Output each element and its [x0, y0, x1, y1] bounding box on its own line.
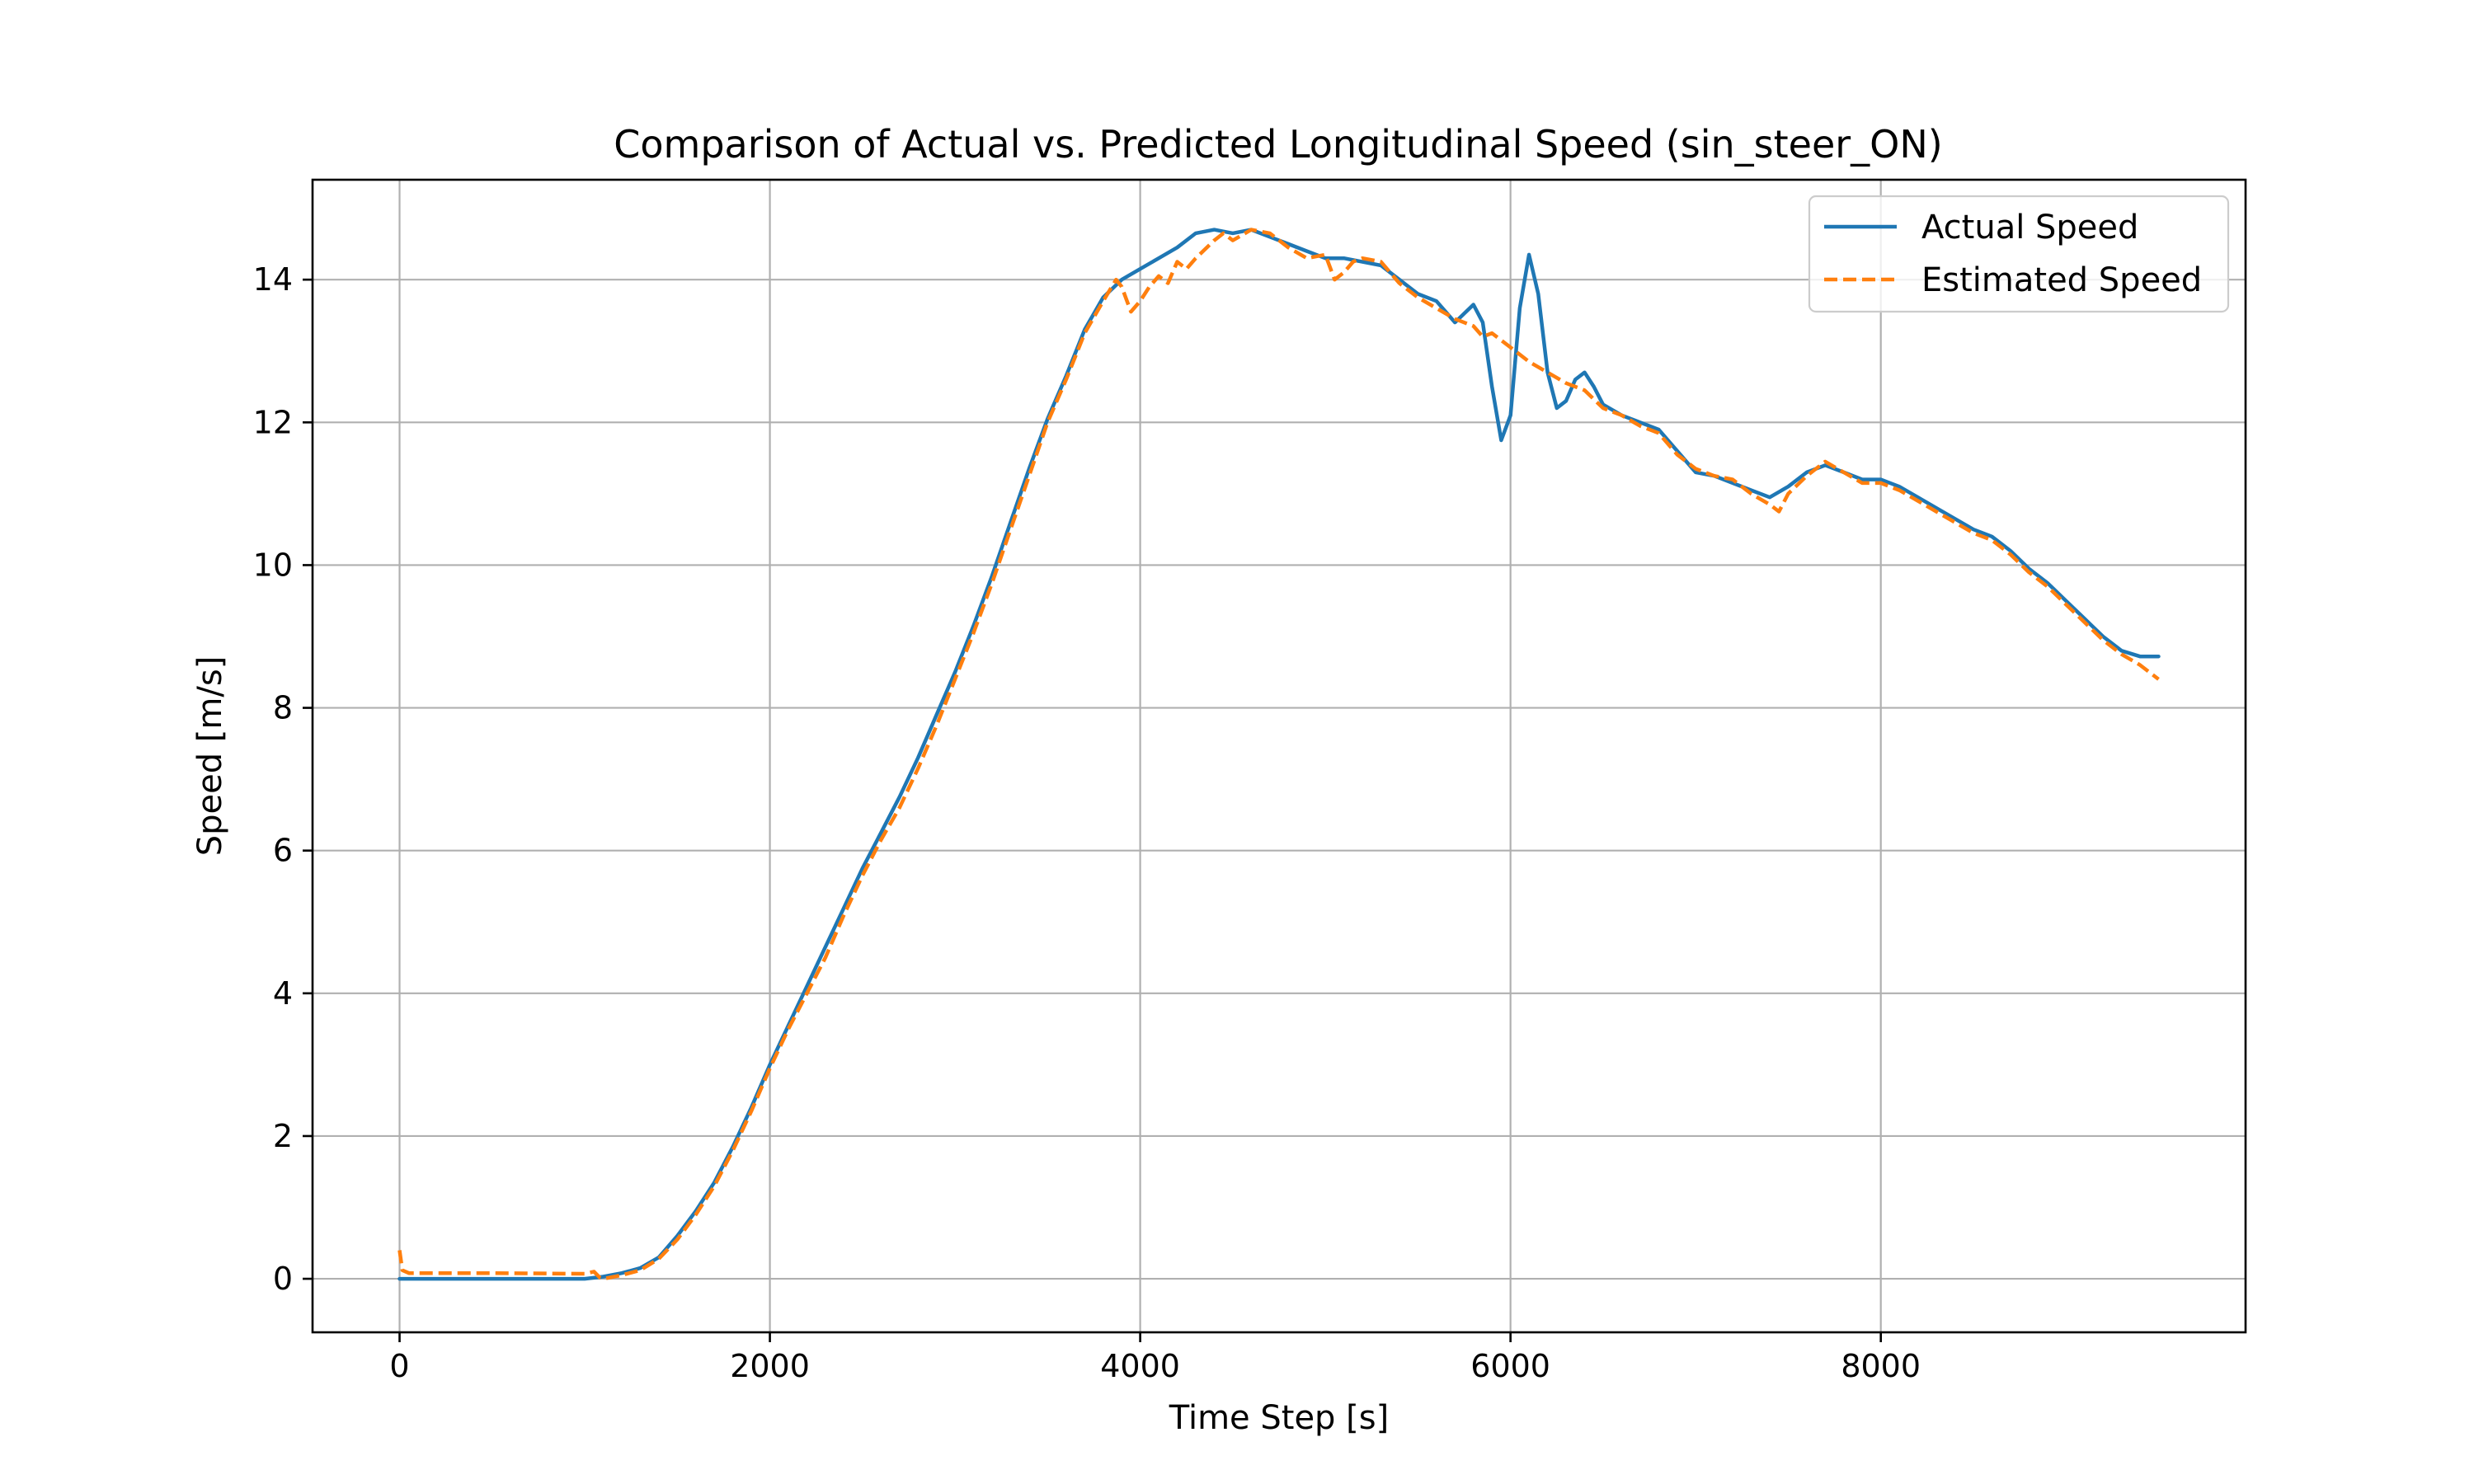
- x-tick-label: 4000: [1100, 1348, 1180, 1384]
- x-tick-label: 6000: [1470, 1348, 1550, 1384]
- y-tick-label: 10: [253, 547, 293, 583]
- legend: Actual Speed Estimated Speed: [1808, 195, 2230, 313]
- y-tick-label: 14: [253, 261, 293, 298]
- x-tick-label: 0: [389, 1348, 409, 1384]
- axis-ticks: 0 2000 4000 6000 8000 0 2 4 6 8 10 12 14: [253, 261, 1921, 1384]
- y-tick-label: 4: [273, 975, 293, 1012]
- y-tick-label: 8: [273, 690, 293, 726]
- plot-frame: [311, 178, 2247, 1334]
- y-tick-label: 0: [273, 1261, 293, 1297]
- chart-title: Comparison of Actual vs. Predicted Longi…: [614, 122, 1942, 167]
- x-tick-label: 2000: [730, 1348, 810, 1384]
- series-line-actual-speed: [397, 228, 2161, 1281]
- x-tick-label: 8000: [1841, 1348, 1921, 1384]
- legend-label-estimated-speed: Estimated Speed: [1921, 261, 2202, 299]
- series-lines: [397, 228, 2161, 1281]
- grid-lines: [313, 180, 2246, 1332]
- x-axis-label: Time Step [s]: [1169, 1399, 1389, 1437]
- y-tick-label: 6: [273, 833, 293, 869]
- legend-box: [1808, 195, 2230, 313]
- series-line-estimated-speed: [397, 228, 2160, 1281]
- legend-label-actual-speed: Actual Speed: [1921, 209, 2138, 247]
- y-tick-label: 2: [273, 1118, 293, 1154]
- y-tick-label: 12: [253, 404, 293, 440]
- y-axis-label: Speed [m/s]: [191, 656, 229, 857]
